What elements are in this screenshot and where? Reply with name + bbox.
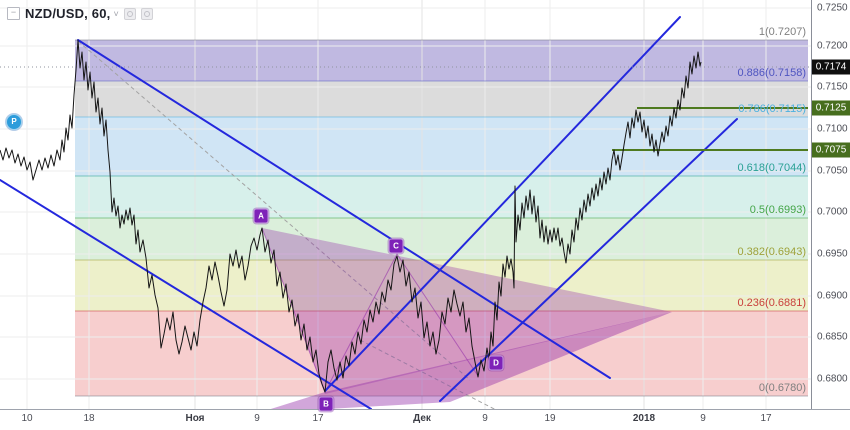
price-tick: 0.7050: [817, 165, 848, 177]
fib-band: [75, 40, 808, 81]
fib-band: [75, 81, 808, 117]
pattern-point-a[interactable]: A: [253, 208, 269, 224]
time-axis[interactable]: 10 18 Ноя 9 17 Дек 9 19 2018 9 17: [0, 409, 850, 430]
dashed-trendline[interactable]: [77, 40, 471, 381]
price-tick: 0.6900: [817, 290, 848, 302]
symbol-legend[interactable]: − NZD/USD, 60, ˅: [7, 6, 153, 21]
trendline-down-channel-lower[interactable]: [0, 179, 372, 410]
time-tick: 9: [700, 413, 706, 424]
trendline-down-channel-upper[interactable]: [77, 39, 611, 379]
indicator-values-icon[interactable]: [140, 7, 153, 20]
time-tick: 17: [760, 413, 772, 424]
level-price-badge: 0.7075: [812, 142, 850, 158]
fib-label-0.5: 0.5(0.6993): [749, 204, 806, 216]
price-tick: 0.7250: [817, 2, 848, 14]
fib-band: [75, 218, 808, 260]
triangle-pattern-wedge[interactable]: [258, 312, 672, 413]
price-axis[interactable]: 0.7250 0.7200 0.7150 0.7100 0.7050 0.7000 0.69…: [811, 0, 850, 410]
time-tick: Ноя: [185, 413, 205, 424]
ohlc-toggle-icon[interactable]: [123, 7, 136, 20]
price-tick: 0.6850: [817, 331, 848, 343]
fib-label-0.786: 0.786(0.7115): [738, 103, 806, 115]
time-tick: 10: [21, 413, 33, 424]
time-tick: 18: [83, 413, 95, 424]
fib-label-0.382: 0.382(0.6943): [737, 246, 807, 258]
price-tick: 0.7150: [817, 81, 848, 93]
time-tick: 2018: [632, 413, 656, 424]
pattern-point-d[interactable]: D: [488, 355, 504, 371]
fib-label-1: 1(0.7207): [758, 26, 806, 38]
symbol-title[interactable]: NZD/USD, 60,: [25, 6, 111, 21]
time-tick: Дек: [413, 413, 431, 424]
dashed-trendline[interactable]: [359, 339, 503, 414]
pattern-point-c[interactable]: C: [388, 238, 404, 254]
price-tick: 0.6950: [817, 248, 848, 260]
time-tick: 19: [544, 413, 556, 424]
fib-label-0.886: 0.886(0.7158): [737, 67, 807, 79]
fib-band: [75, 117, 808, 176]
time-tick: 9: [254, 413, 260, 424]
price-tick: 0.7000: [817, 206, 848, 218]
price-tick: 0.7100: [817, 123, 848, 135]
price-tick: 0.6800: [817, 373, 848, 385]
time-tick: 9: [482, 413, 488, 424]
fib-band: [75, 176, 808, 218]
fib-label-0.618: 0.618(0.7044): [737, 162, 807, 174]
price-series: [0, 39, 702, 393]
pattern-point-b[interactable]: B: [318, 396, 334, 412]
fib-label-0: 0(0.6780): [758, 382, 806, 394]
price-tick: 0.7200: [817, 40, 848, 52]
chevron-down-icon[interactable]: ˅: [113, 8, 119, 19]
level-price-badge: 0.7125: [812, 100, 850, 116]
collapse-icon[interactable]: −: [7, 7, 20, 20]
fib-label-0.236: 0.236(0.6881): [737, 297, 807, 309]
pattern-point-p[interactable]: P: [6, 114, 22, 130]
trendline-up-channel-left[interactable]: [324, 16, 681, 392]
last-price-badge: 0.7174: [812, 59, 850, 75]
triangle-pattern-fill[interactable]: [262, 228, 672, 394]
time-tick: 17: [312, 413, 324, 424]
